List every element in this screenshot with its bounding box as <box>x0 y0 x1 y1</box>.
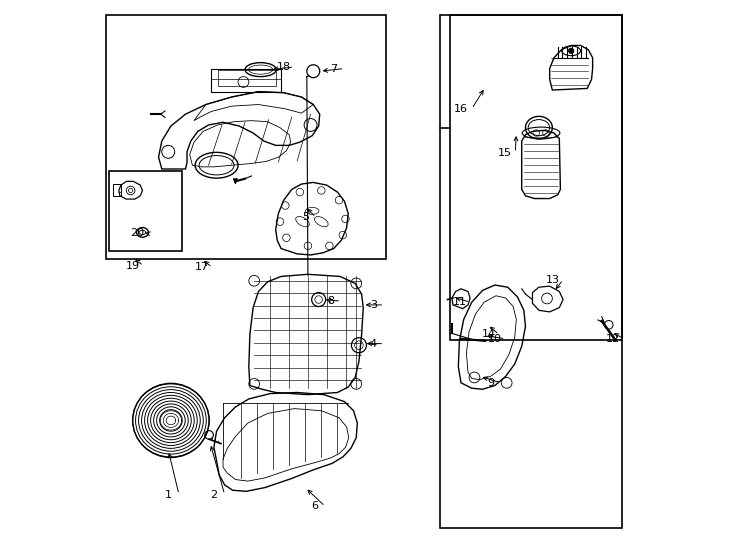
Text: 7: 7 <box>330 64 337 73</box>
Circle shape <box>568 48 574 53</box>
Text: 10: 10 <box>488 334 502 344</box>
Text: 11: 11 <box>452 297 466 307</box>
Bar <box>114 184 122 196</box>
Text: 2: 2 <box>211 490 217 500</box>
Polygon shape <box>233 179 238 184</box>
Text: 18: 18 <box>277 62 291 72</box>
Text: 19: 19 <box>126 261 140 271</box>
Text: 20: 20 <box>131 228 145 239</box>
Text: 5: 5 <box>302 212 309 222</box>
Text: 9: 9 <box>487 378 494 388</box>
Bar <box>109 171 181 251</box>
Text: 1: 1 <box>164 490 172 500</box>
Text: 16: 16 <box>454 104 468 114</box>
Bar <box>440 15 622 528</box>
Bar <box>106 15 386 259</box>
Bar <box>450 15 622 340</box>
Text: 15: 15 <box>498 148 512 158</box>
Bar <box>218 70 276 86</box>
Text: 12: 12 <box>606 334 620 344</box>
Text: 13: 13 <box>545 275 559 285</box>
Bar <box>211 69 281 92</box>
Text: 14: 14 <box>482 329 495 340</box>
Text: 6: 6 <box>311 501 318 511</box>
Text: 4: 4 <box>370 339 377 349</box>
Text: 8: 8 <box>327 296 334 306</box>
Text: 3: 3 <box>370 300 377 310</box>
Text: 17: 17 <box>195 262 208 272</box>
